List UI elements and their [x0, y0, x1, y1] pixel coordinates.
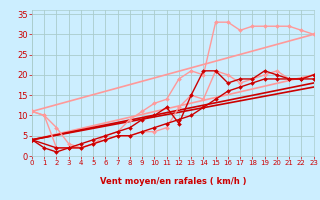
X-axis label: Vent moyen/en rafales ( km/h ): Vent moyen/en rafales ( km/h ) [100, 177, 246, 186]
